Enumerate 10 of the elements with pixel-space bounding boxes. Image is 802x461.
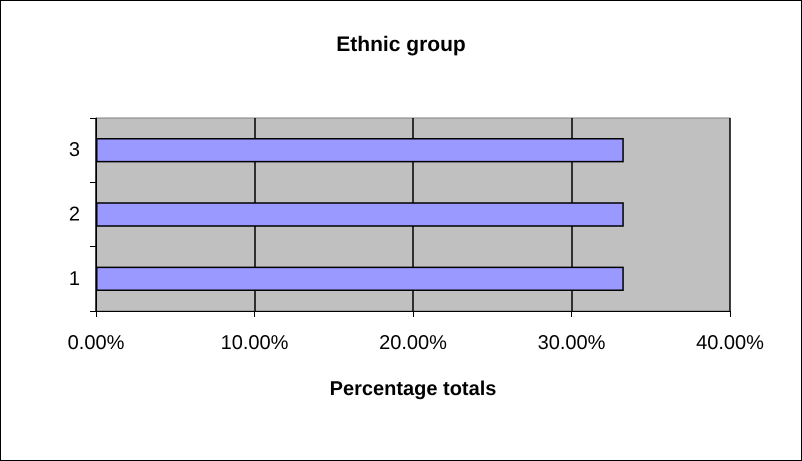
x-tick-label: 30.00% — [538, 332, 606, 354]
x-tick-label: 10.00% — [220, 332, 289, 354]
x-tick-label: 20.00% — [379, 332, 448, 354]
x-axis-title: Percentage totals — [330, 378, 496, 400]
y-tick-label: 3 — [68, 139, 80, 162]
y-tick-label: 2 — [68, 204, 80, 226]
chart-title: Ethnic group — [336, 33, 466, 56]
y-tick-label: 1 — [68, 268, 80, 290]
x-tick-label: 0.00% — [68, 332, 125, 354]
x-tick-label: 40.00% — [696, 332, 764, 354]
